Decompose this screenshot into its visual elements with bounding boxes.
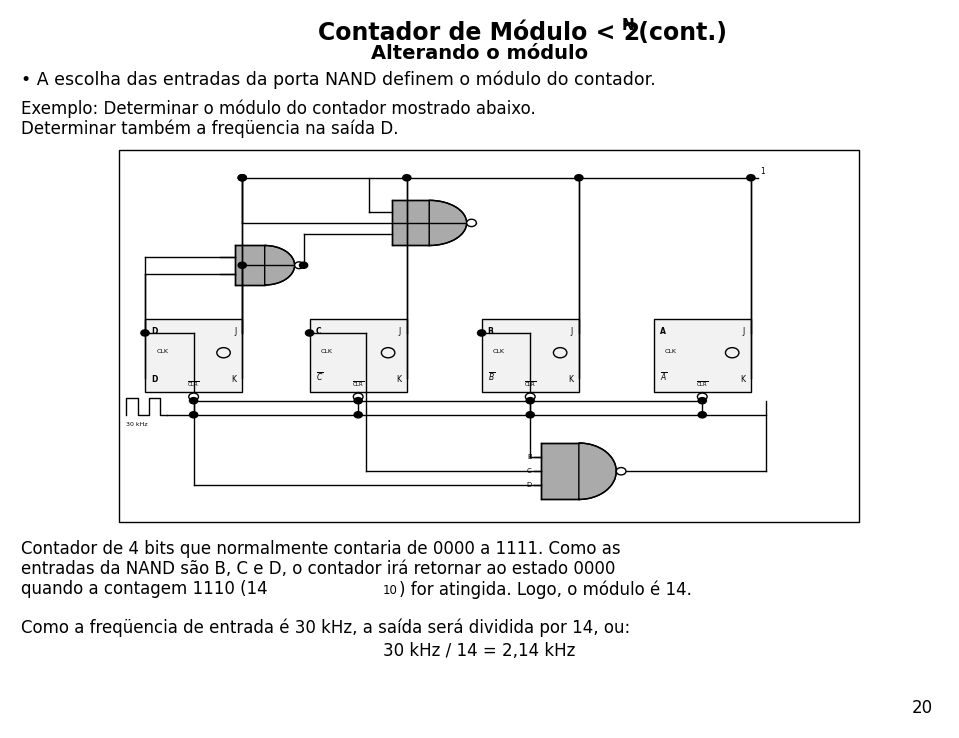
Bar <box>392 200 430 246</box>
Text: J: J <box>234 328 236 337</box>
Text: $\overline{\mathrm{CLR}}$: $\overline{\mathrm{CLR}}$ <box>524 379 537 389</box>
Text: CLK: CLK <box>665 349 677 354</box>
Text: Determinar também a freqüencia na saída D.: Determinar também a freqüencia na saída … <box>21 120 399 138</box>
Circle shape <box>354 412 363 418</box>
Polygon shape <box>579 443 617 500</box>
Text: 30 kHz: 30 kHz <box>127 421 148 427</box>
Circle shape <box>382 348 395 358</box>
Text: quando a contagem 1110 (14: quando a contagem 1110 (14 <box>21 580 268 598</box>
Bar <box>145 319 243 392</box>
Text: D: D <box>151 375 157 384</box>
Polygon shape <box>430 200 467 246</box>
Text: K: K <box>396 375 401 384</box>
Circle shape <box>526 398 534 404</box>
Text: $\overline{B}$: $\overline{B}$ <box>487 372 495 384</box>
Text: 10: 10 <box>383 584 398 598</box>
Circle shape <box>574 175 583 181</box>
Circle shape <box>553 348 567 358</box>
Circle shape <box>526 412 534 418</box>
Text: CLK: CLK <box>156 349 168 354</box>
Circle shape <box>294 262 304 269</box>
Text: K: K <box>740 375 745 384</box>
Circle shape <box>306 330 314 336</box>
Text: entradas da NAND são B, C e D, o contador irá retornar ao estado 0000: entradas da NAND são B, C e D, o contado… <box>21 560 616 578</box>
Text: D: D <box>151 328 157 337</box>
Text: B: B <box>487 328 493 337</box>
Circle shape <box>747 175 755 181</box>
Text: J: J <box>399 328 401 337</box>
Text: K: K <box>568 375 573 384</box>
Text: J: J <box>742 328 745 337</box>
Bar <box>235 246 265 285</box>
Circle shape <box>467 219 477 227</box>
Circle shape <box>526 393 535 401</box>
Text: D: D <box>526 483 531 489</box>
Text: • A escolha das entradas da porta NAND definem o módulo do contador.: • A escolha das entradas da porta NAND d… <box>21 70 656 89</box>
Circle shape <box>403 175 410 181</box>
Text: Contador de Módulo < 2: Contador de Módulo < 2 <box>318 21 641 45</box>
Text: Como a freqüencia de entrada é 30 kHz, a saída será dividida por 14, ou:: Como a freqüencia de entrada é 30 kHz, a… <box>21 618 630 637</box>
Text: 30 kHz / 14 = 2,14 kHz: 30 kHz / 14 = 2,14 kHz <box>384 642 575 660</box>
Bar <box>481 319 579 392</box>
Circle shape <box>354 398 363 404</box>
Bar <box>654 319 751 392</box>
Circle shape <box>698 412 707 418</box>
Bar <box>542 443 579 500</box>
Bar <box>310 319 407 392</box>
Circle shape <box>725 348 739 358</box>
Text: B: B <box>527 454 531 460</box>
Text: $\overline{\mathrm{CLR}}$: $\overline{\mathrm{CLR}}$ <box>187 379 200 389</box>
Text: (cont.): (cont.) <box>630 21 727 45</box>
Circle shape <box>189 393 199 401</box>
Text: Exemplo: Determinar o módulo do contador mostrado abaixo.: Exemplo: Determinar o módulo do contador… <box>21 100 536 118</box>
Circle shape <box>217 348 230 358</box>
Text: $\overline{\mathrm{CLR}}$: $\overline{\mathrm{CLR}}$ <box>352 379 364 389</box>
Circle shape <box>698 398 707 404</box>
Polygon shape <box>265 246 294 285</box>
Circle shape <box>141 330 149 336</box>
Text: K: K <box>231 375 236 384</box>
Text: J: J <box>571 328 573 337</box>
Circle shape <box>697 393 707 401</box>
Circle shape <box>238 175 246 181</box>
Text: C: C <box>316 328 321 337</box>
Circle shape <box>238 175 246 181</box>
Text: C: C <box>527 468 531 475</box>
Text: CLK: CLK <box>493 349 504 354</box>
Text: ) for atingida. Logo, o módulo é 14.: ) for atingida. Logo, o módulo é 14. <box>399 580 691 599</box>
Circle shape <box>238 262 246 269</box>
Text: $\overline{C}$: $\overline{C}$ <box>316 372 323 384</box>
Text: A: A <box>660 328 666 337</box>
Text: $\overline{\mathrm{CLR}}$: $\overline{\mathrm{CLR}}$ <box>696 379 709 389</box>
Circle shape <box>353 393 363 401</box>
Circle shape <box>190 412 198 418</box>
Circle shape <box>299 262 308 269</box>
Text: $\overline{A}$: $\overline{A}$ <box>660 372 667 384</box>
Circle shape <box>617 468 626 475</box>
Text: Contador de 4 bits que normalmente contaria de 0000 a 1111. Como as: Contador de 4 bits que normalmente conta… <box>21 540 620 558</box>
Circle shape <box>478 330 485 336</box>
Text: 20: 20 <box>912 700 933 717</box>
Text: N: N <box>621 18 634 33</box>
Text: CLK: CLK <box>320 349 333 354</box>
Circle shape <box>190 398 198 404</box>
Text: Alterando o módulo: Alterando o módulo <box>371 44 588 63</box>
Text: 1: 1 <box>760 167 765 176</box>
